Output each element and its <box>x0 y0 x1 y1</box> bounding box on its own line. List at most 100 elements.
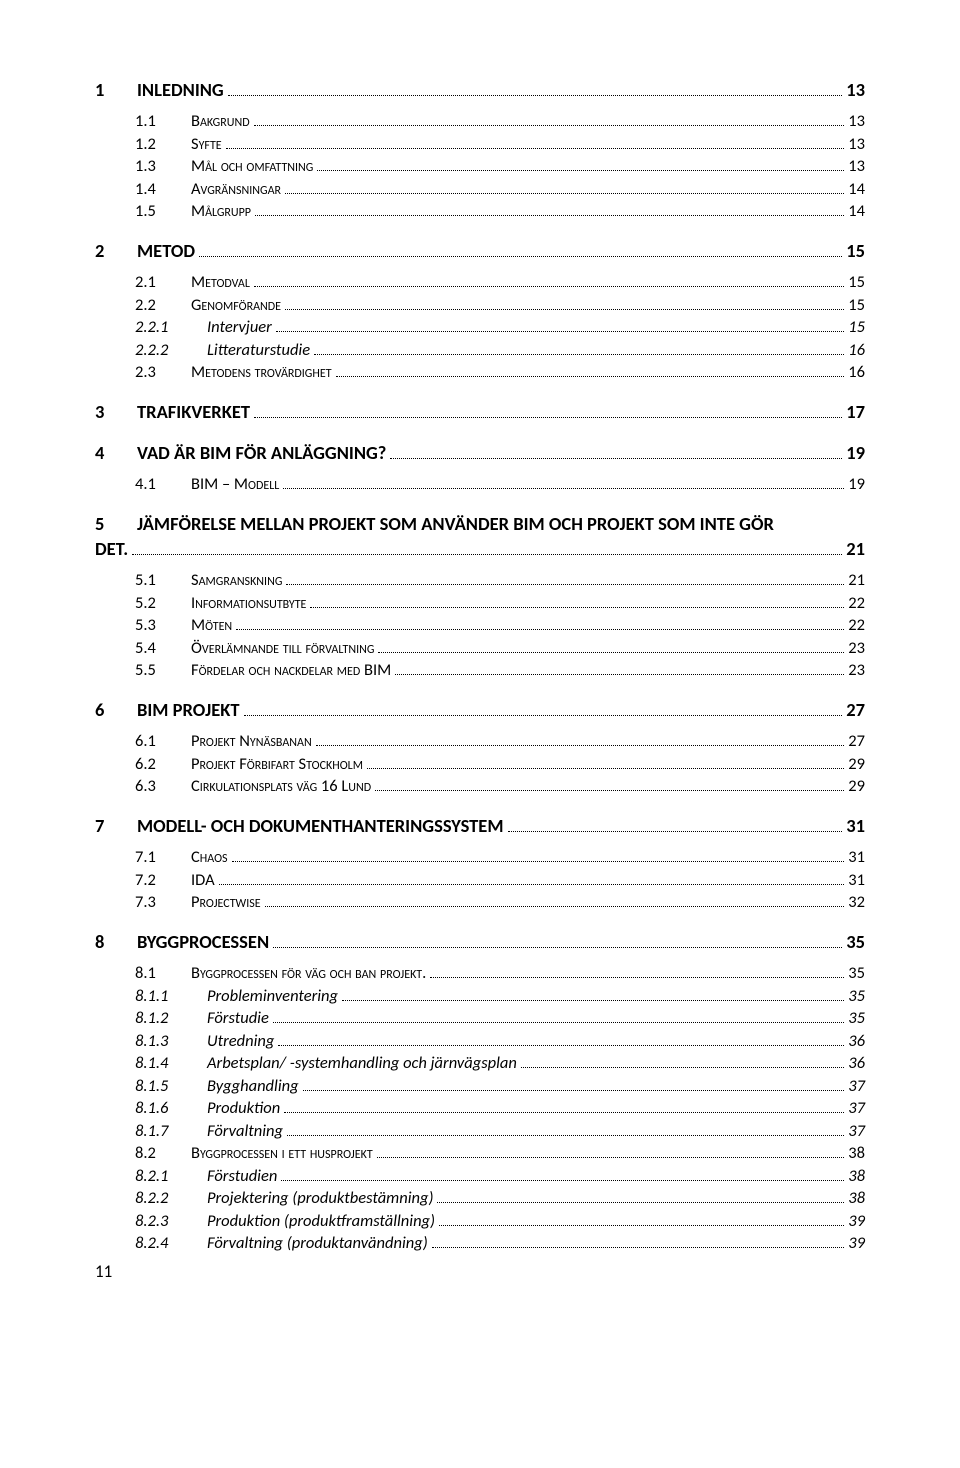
toc-leader-dots <box>244 715 843 716</box>
toc-entry-title: Projektering (produktbestämning) <box>207 1188 433 1208</box>
toc-entry: 7MODELL- OCH DOKUMENTHANTERINGSSYSTEM31 <box>95 814 865 837</box>
toc-entry-title: Förvaltning <box>207 1121 283 1141</box>
table-of-contents: 1INLEDNING131.1Bakgrund131.2Syfte131.3Må… <box>95 78 865 1253</box>
toc-entry-number: 7.1 <box>135 847 191 867</box>
toc-entry-number: 8.1.1 <box>135 986 207 1006</box>
toc-entry: 8.2.1Förstudien38 <box>95 1166 865 1186</box>
toc-entry-label: 6BIM PROJEKT <box>95 698 240 721</box>
toc-entry-label: 6.1Projekt Nynäsbanan <box>135 731 312 751</box>
toc-entry-label: 5.3Möten <box>135 615 232 635</box>
toc-entry-title: Projectwise <box>191 892 261 912</box>
toc-entry-page: 31 <box>848 847 865 867</box>
toc-entry-number: 3 <box>95 400 137 423</box>
toc-leader-dots <box>367 768 844 769</box>
toc-entry-title: Byggprocessen i ett husprojekt <box>191 1143 373 1163</box>
toc-leader-dots <box>273 947 842 948</box>
toc-entry-title: Mål och omfattning <box>191 156 313 176</box>
toc-entry: 5.5Fördelar och nackdelar med BIM23 <box>95 660 865 680</box>
toc-entry: 8.1Byggprocessen för väg och ban projekt… <box>95 963 865 983</box>
toc-leader-dots <box>232 861 845 862</box>
toc-entry-label: 1.2Syfte <box>135 134 222 154</box>
toc-entry-number: 5.2 <box>135 593 191 613</box>
toc-entry: 1.3Mål och omfattning13 <box>95 156 865 176</box>
toc-entry: 6.2Projekt Förbifart Stockholm29 <box>95 754 865 774</box>
toc-entry-number: 1 <box>95 78 137 101</box>
toc-entry-title: Probleminventering <box>207 986 338 1006</box>
toc-entry: 1.1Bakgrund13 <box>95 111 865 131</box>
toc-leader-dots <box>342 1000 844 1001</box>
toc-entry-page: 15 <box>848 272 865 292</box>
toc-entry-title: Syfte <box>191 134 222 154</box>
toc-entry: 6.3Cirkulationsplats väg 16 Lund29 <box>95 776 865 796</box>
toc-entry-number: 8.1.6 <box>135 1098 207 1118</box>
toc-entry-label: 2.2Genomförande <box>135 295 281 315</box>
toc-entry: 5.4Överlämnande till förvaltning23 <box>95 638 865 658</box>
toc-entry-label: 2METOD <box>95 239 195 262</box>
toc-entry-title: Förstudien <box>207 1166 277 1186</box>
toc-entry-title: Målgrupp <box>191 201 251 221</box>
toc-entry-number: 1.3 <box>135 156 191 176</box>
toc-entry: 5.3Möten22 <box>95 615 865 635</box>
toc-entry: 8.1.1Probleminventering35 <box>95 986 865 1006</box>
toc-entry: 2.3Metodens trovärdighet16 <box>95 362 865 382</box>
toc-entry-page: 36 <box>848 1053 865 1073</box>
toc-entry-title: Utredning <box>207 1031 274 1051</box>
toc-entry-label: 8.1Byggprocessen för väg och ban projekt… <box>135 963 426 983</box>
toc-entry-number: 2.2.1 <box>135 317 207 337</box>
toc-entry: 1.5Målgrupp14 <box>95 201 865 221</box>
toc-entry-number: 8.2.1 <box>135 1166 207 1186</box>
toc-entry-label: 8.1.5Bygghandling <box>135 1076 299 1096</box>
toc-entry: 5.1Samgranskning21 <box>95 570 865 590</box>
toc-entry: 8.2Byggprocessen i ett husprojekt38 <box>95 1143 865 1163</box>
toc-entry: 8.1.5Bygghandling37 <box>95 1076 865 1096</box>
toc-entry-page: 19 <box>848 474 865 494</box>
toc-leader-dots <box>316 745 845 746</box>
toc-entry-title: DET. <box>95 537 128 560</box>
toc-entry-page: 27 <box>848 731 865 751</box>
toc-entry-title: Avgränsningar <box>191 179 281 199</box>
toc-entry-title: Förvaltning (produktanvändning) <box>207 1233 428 1253</box>
toc-entry-page: 21 <box>846 537 865 560</box>
toc-entry: 4.1BIM – Modell19 <box>95 474 865 494</box>
toc-entry-number: 1.2 <box>135 134 191 154</box>
toc-leader-dots <box>226 148 845 149</box>
toc-entry-page: 29 <box>848 754 865 774</box>
toc-entry: 8.1.6Produktion37 <box>95 1098 865 1118</box>
toc-entry-number: 8.1.5 <box>135 1076 207 1096</box>
toc-entry: 8BYGGPROCESSEN35 <box>95 930 865 953</box>
toc-leader-dots <box>377 1157 845 1158</box>
toc-entry: 5.2Informationsutbyte22 <box>95 593 865 613</box>
toc-leader-dots <box>287 1135 844 1136</box>
toc-entry-title: Projekt Nynäsbanan <box>191 731 312 751</box>
toc-entry-number: 2.2 <box>135 295 191 315</box>
toc-leader-dots <box>310 607 844 608</box>
toc-entry-title: Projekt Förbifart Stockholm <box>191 754 363 774</box>
toc-leader-dots <box>132 554 842 555</box>
toc-leader-dots <box>390 458 842 459</box>
toc-entry-number: 8.2.4 <box>135 1233 207 1253</box>
toc-entry: 1.2Syfte13 <box>95 134 865 154</box>
toc-entry-label: 8.1.4Arbetsplan/ -systemhandling och jär… <box>135 1053 517 1073</box>
toc-entry-title: Chaos <box>191 847 228 867</box>
toc-entry: 6.1Projekt Nynäsbanan 27 <box>95 731 865 751</box>
toc-leader-dots <box>521 1067 844 1068</box>
toc-entry-title: Byggprocessen för väg och ban projekt. <box>191 963 426 983</box>
toc-leader-dots <box>508 831 843 832</box>
toc-entry-number: 1.1 <box>135 111 191 131</box>
toc-entry-label: 3TRAFIKVERKET <box>95 400 250 423</box>
toc-leader-dots <box>395 674 844 675</box>
toc-entry: 4VAD ÄR BIM FÖR ANLÄGGNING?19 <box>95 441 865 464</box>
toc-entry-label: 7.1Chaos <box>135 847 228 867</box>
toc-entry-title: METOD <box>137 239 195 262</box>
toc-leader-dots <box>281 1180 844 1181</box>
toc-entry-title: Bygghandling <box>207 1076 299 1096</box>
toc-entry-title: Möten <box>191 615 232 635</box>
toc-entry-title: Produktion (produktframställning) <box>207 1211 435 1231</box>
toc-leader-dots <box>430 977 844 978</box>
toc-leader-dots <box>437 1202 844 1203</box>
toc-entry: 5JÄMFÖRELSE MELLAN PROJEKT SOM ANVÄNDER … <box>95 512 865 560</box>
toc-entry-number: 5 <box>95 512 137 535</box>
toc-entry: 2.2Genomförande15 <box>95 295 865 315</box>
toc-entry-page: 35 <box>848 963 865 983</box>
toc-entry-title: Överlämnande till förvaltning <box>191 638 374 658</box>
